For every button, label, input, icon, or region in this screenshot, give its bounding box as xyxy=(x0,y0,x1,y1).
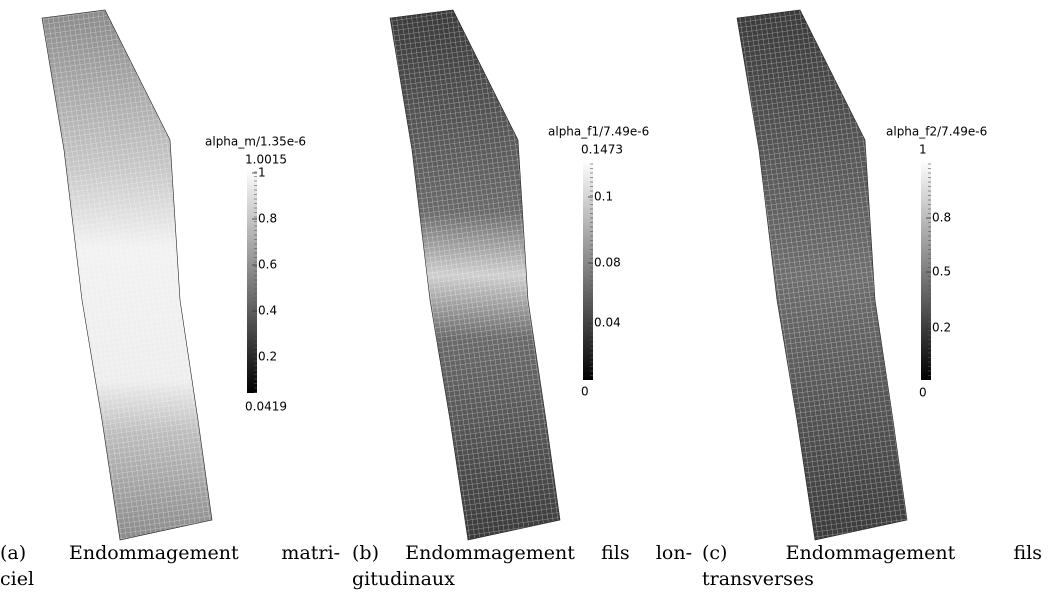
colorbars: alpha_m/1.35e-6 1.0015 0.0419 1 0.8 0.6 0.4 0.2… xyxy=(205,125,987,414)
caption: (a) Endommagement matri- ciel xyxy=(0,540,340,592)
mesh-grid xyxy=(42,10,212,540)
specimen-edge xyxy=(41,9,213,541)
colorbar-min: 0 xyxy=(919,386,927,400)
tick-label: 0.8 xyxy=(258,212,277,226)
tick-label: 0.6 xyxy=(258,258,277,272)
mesh-grid xyxy=(390,10,560,540)
caption-line: (b) Endommagement fils lon- xyxy=(352,542,692,564)
caption-line: (a) Endommagement matri- xyxy=(0,542,340,564)
colorbar-max: 1 xyxy=(919,143,927,157)
tick-label: 0.8 xyxy=(932,211,951,225)
tick-label: 0.1 xyxy=(594,190,613,204)
tick-label: 0.4 xyxy=(258,304,277,318)
tick-label: 0.08 xyxy=(594,256,621,270)
specimen-edge xyxy=(736,9,908,541)
colorbar-title: alpha_m/1.35e-6 xyxy=(205,135,306,149)
colorbar-max: 0.1473 xyxy=(581,143,623,157)
tick-label: 1 xyxy=(258,166,266,180)
colorbar xyxy=(247,168,257,393)
colorbar xyxy=(583,160,593,380)
colorbar-max: 1.0015 xyxy=(245,153,287,167)
caption-line: transverses xyxy=(702,568,814,590)
tick-label: 0.5 xyxy=(932,265,951,279)
mesh-grid xyxy=(737,10,907,540)
colorbar-min: 0 xyxy=(581,385,589,399)
tick-label: 0.04 xyxy=(594,316,621,330)
colorbar xyxy=(921,160,931,380)
colorbar-min: 0.0419 xyxy=(245,400,287,414)
caption-line: ciel xyxy=(0,568,35,590)
caption: (c) Endommagement fils transverses xyxy=(702,540,1042,592)
tick-label: 0.2 xyxy=(258,350,277,364)
caption-line: gitudinaux xyxy=(352,568,455,590)
caption-line: (c) Endommagement fils xyxy=(702,542,1042,564)
colorbar-title: alpha_f2/7.49e-6 xyxy=(886,125,987,139)
tick-label: 0.2 xyxy=(932,321,951,335)
meshes xyxy=(41,9,908,541)
caption: (b) Endommagement fils lon- gitudinaux xyxy=(352,540,692,592)
colorbar-title: alpha_f1/7.49e-6 xyxy=(548,125,649,139)
specimen-edge xyxy=(389,9,561,541)
